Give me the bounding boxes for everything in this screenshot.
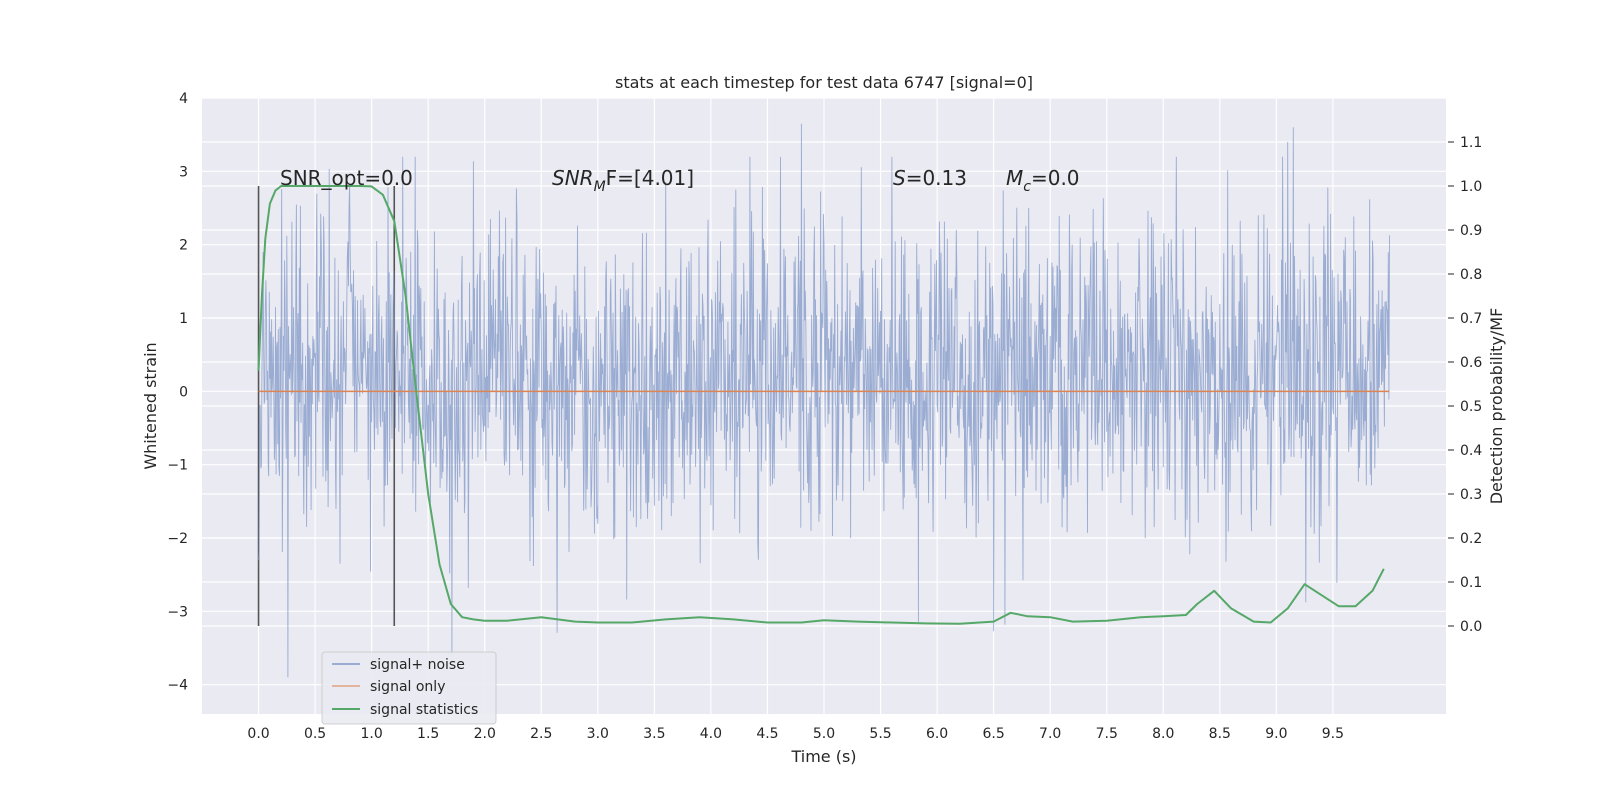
x-tick-label: 3.0 xyxy=(587,726,609,742)
x-tick-label: 1.0 xyxy=(361,726,383,742)
signal-noise-series xyxy=(258,123,1390,678)
y-left-tick-label: −1 xyxy=(167,458,188,474)
x-tick-label: 2.0 xyxy=(474,726,496,742)
y-right-tick-label: 0.8 xyxy=(1460,267,1482,283)
y-left-tick-labels: 4 3 2 1 0 −1 −2 −3 −4 xyxy=(167,91,188,694)
y-right-tick-label: 0.0 xyxy=(1460,619,1482,635)
y-right-axis-label: Detection probability/MF xyxy=(1487,308,1506,505)
y-right-tick-label: 1.0 xyxy=(1460,179,1482,195)
legend-label-signal-only: signal only xyxy=(370,679,445,695)
y-right-tick-label: 1.1 xyxy=(1460,135,1482,151)
legend: signal+ noise signal only signal statist… xyxy=(321,651,497,725)
x-axis-label: Time (s) xyxy=(790,747,856,766)
y-left-tick-label: 4 xyxy=(179,91,188,107)
signal-statistics-series xyxy=(257,185,1385,625)
y-right-tick-label: 0.3 xyxy=(1460,487,1482,503)
y-right-tick-label: 0.1 xyxy=(1460,575,1482,591)
y-left-axis-label: Whitened strain xyxy=(141,342,160,469)
y-right-tick-label: 0.7 xyxy=(1460,311,1482,327)
signal-noise-line xyxy=(258,123,1390,678)
x-tick-label: 4.0 xyxy=(700,726,722,742)
x-tick-label: 5.5 xyxy=(869,726,891,742)
x-tick-label: 7.5 xyxy=(1096,726,1118,742)
x-tick-label: 2.5 xyxy=(530,726,552,742)
y-left-tick-label: 2 xyxy=(179,238,188,254)
annotation-s-base: S xyxy=(893,166,906,190)
y-left-tick-label: 0 xyxy=(179,384,188,400)
vertical-markers xyxy=(257,186,396,626)
x-tick-label: 4.5 xyxy=(756,726,778,742)
annotation-mc-sub: c xyxy=(1023,179,1031,195)
legend-box xyxy=(321,651,497,725)
y-right-tick-label: 0.9 xyxy=(1460,223,1482,239)
annotation-snr-opt: SNR_opt=0.0 xyxy=(280,166,413,190)
x-tick-label: 9.5 xyxy=(1322,726,1344,742)
chart-title: stats at each timestep for test data 674… xyxy=(615,73,1033,92)
annotation-mc: Mc=0.0 xyxy=(1006,166,1080,195)
x-tick-label: 8.0 xyxy=(1152,726,1174,742)
legend-label-signal-noise: signal+ noise xyxy=(370,657,465,673)
x-tick-label: 0.5 xyxy=(304,726,326,742)
y-left-tick-label: −2 xyxy=(167,531,188,547)
y-right-tick-labels: 1.1 1.0 0.9 0.8 0.7 0.6 0.5 0.4 0.3 0.2 0.1 0.0 xyxy=(1448,135,1482,635)
legend-label-signal-statistics: signal statistics xyxy=(370,702,478,718)
x-tick-label: 8.5 xyxy=(1209,726,1231,742)
y-left-tick-label: 3 xyxy=(179,164,188,180)
y-right-tick-label: 0.4 xyxy=(1460,443,1482,459)
x-tick-labels: 0.0 0.5 1.0 1.5 2.0 2.5 3.0 3.5 4.0 4.5 5.0 5.5 6.0 6… xyxy=(247,726,1344,742)
x-tick-label: 6.0 xyxy=(926,726,948,742)
y-right-tick-label: 0.5 xyxy=(1460,399,1482,415)
annotation-mc-rest: =0.0 xyxy=(1031,166,1080,190)
y-left-tick-label: −4 xyxy=(167,678,188,694)
x-tick-label: 1.5 xyxy=(417,726,439,742)
x-tick-label: 5.0 xyxy=(813,726,835,742)
x-tick-label: 7.0 xyxy=(1039,726,1061,742)
annotation-mc-base: M xyxy=(1006,166,1023,190)
x-tick-label: 9.0 xyxy=(1265,726,1287,742)
annotation-snr-mf-base: SNR xyxy=(552,166,594,190)
y-right-tick-label: 0.6 xyxy=(1460,355,1482,371)
x-tick-label: 6.5 xyxy=(983,726,1005,742)
annotation-s: S=0.13 xyxy=(893,166,967,190)
y-left-tick-label: −3 xyxy=(167,604,188,620)
annotation-snr-mf: SNRMF=[4.01] xyxy=(552,166,694,195)
x-tick-label: 0.0 xyxy=(247,726,269,742)
annotation-snr-mf-sub: M xyxy=(594,179,606,195)
signal-statistics-line xyxy=(257,185,1385,625)
x-tick-label: 3.5 xyxy=(643,726,665,742)
y-left-tick-label: 1 xyxy=(179,311,188,327)
y-right-tick-label: 0.2 xyxy=(1460,531,1482,547)
annotation-snr-mf-rest: F=[4.01] xyxy=(606,166,694,190)
annotation-s-rest: =0.13 xyxy=(906,166,967,190)
